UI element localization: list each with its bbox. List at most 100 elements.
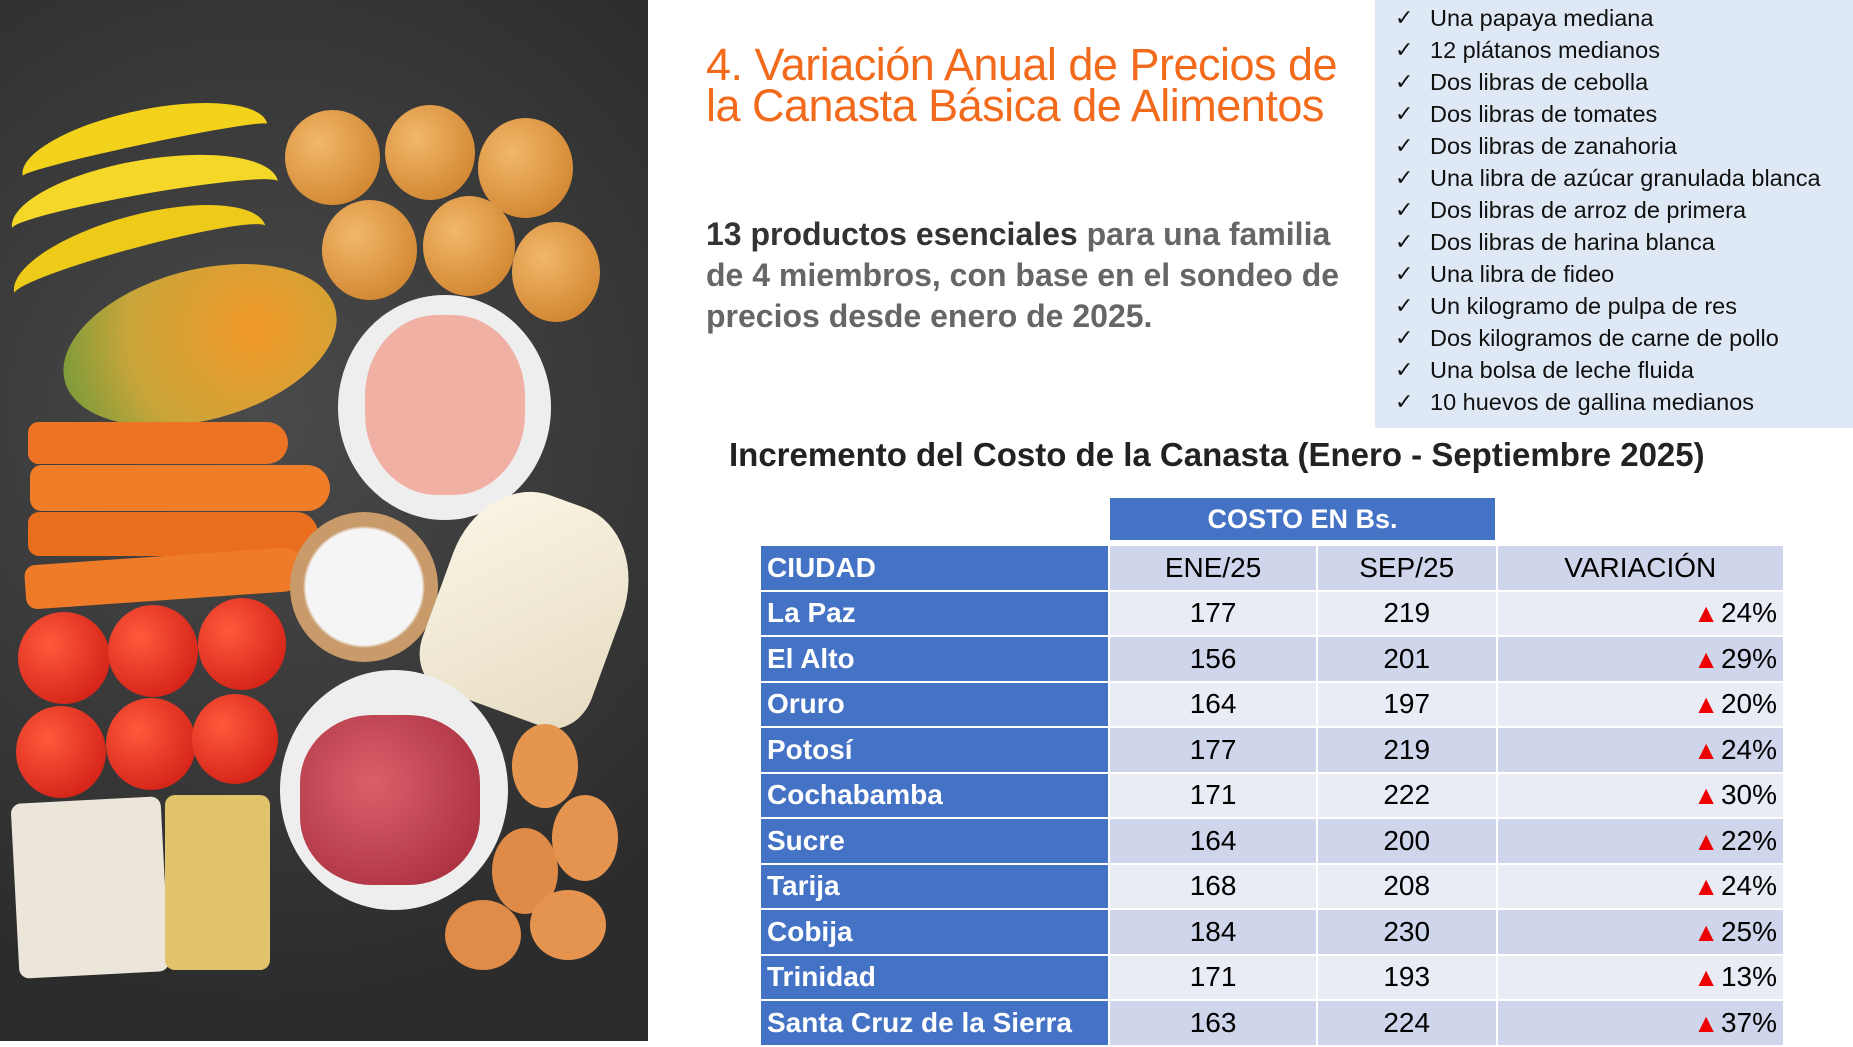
ene-cell: 168 [1108,862,1318,910]
check-icon: ✓ [1395,37,1414,62]
variation-cell: ▲24% [1495,726,1786,774]
variation-value: 24% [1720,597,1777,629]
product-label: Una libra de fideo [1430,260,1615,287]
col-header-ciudad: CIUDAD [758,544,1111,592]
ene-cell: 164 [1108,817,1318,865]
check-icon: ✓ [1395,5,1414,30]
onion-shape [385,105,475,200]
product-item: ✓ Dos libras de zanahoria [1375,130,1853,162]
tomato-shape [198,598,286,690]
price-table: CIUDAD ENE/25 SEP/25 VARIACIÓN La Paz 177… [758,544,1786,1047]
product-label: Dos libras de arroz de primera [1430,196,1747,223]
up-triangle-icon: ▲ [1693,916,1719,947]
col-header-variacion: VARIACIÓN [1495,544,1786,592]
sep-cell: 200 [1315,817,1498,865]
city-cell: Cochabamba [758,771,1111,819]
up-triangle-icon: ▲ [1693,962,1719,993]
variation-cell: ▲25% [1495,908,1786,956]
product-label: Dos libras de tomates [1430,100,1658,127]
product-item: ✓ Dos kilogramos de carne de pollo [1375,322,1853,354]
carrot-shape [28,422,288,464]
city-cell: Trinidad [758,953,1111,1001]
product-item: ✓ Dos libras de cebolla [1375,66,1853,98]
product-label: 10 huevos de gallina medianos [1430,388,1755,415]
sep-cell: 219 [1315,589,1498,637]
onion-shape [285,110,380,205]
city-cell: Santa Cruz de la Sierra [758,999,1111,1047]
product-label: Una bolsa de leche fluida [1430,356,1694,383]
variation-value: 22% [1720,824,1777,856]
up-triangle-icon: ▲ [1693,643,1719,674]
table-row: Santa Cruz de la Sierra 163 224 ▲37% [758,999,1786,1047]
city-cell: Oruro [758,680,1111,728]
variation-cell: ▲29% [1495,635,1786,683]
egg-shape [512,724,578,808]
product-label: Un kilogramo de pulpa de res [1430,292,1737,319]
up-triangle-icon: ▲ [1693,689,1719,720]
sep-cell: 197 [1315,680,1498,728]
table-row: Sucre 164 200 ▲22% [758,817,1786,865]
check-icon: ✓ [1395,101,1414,126]
table-row: Potosí 177 219 ▲24% [758,726,1786,774]
sep-cell: 222 [1315,771,1498,819]
table-row: La Paz 177 219 ▲24% [758,589,1786,637]
variation-cell: ▲22% [1495,817,1786,865]
ene-cell: 184 [1108,908,1318,956]
check-icon: ✓ [1395,197,1414,222]
product-item: ✓ 12 plátanos medianos [1375,34,1853,66]
product-label: Dos kilogramos de carne de pollo [1430,324,1779,351]
table-row: Trinidad 171 193 ▲13% [758,953,1786,1001]
table-header-row: CIUDAD ENE/25 SEP/25 VARIACIÓN [758,544,1786,592]
onion-shape [322,200,417,300]
table-heading: Incremento del Costo de la Canasta (Ener… [729,436,1705,473]
check-icon: ✓ [1395,165,1414,190]
variation-value: 24% [1720,733,1777,765]
carrot-shape [30,465,330,511]
city-cell: La Paz [758,589,1111,637]
city-cell: Cobija [758,908,1111,956]
check-icon: ✓ [1395,325,1414,350]
variation-value: 20% [1720,688,1777,720]
city-cell: Tarija [758,862,1111,910]
up-triangle-icon: ▲ [1693,871,1719,902]
ene-cell: 177 [1108,589,1318,637]
product-label: Dos libras de zanahoria [1430,132,1677,159]
meat-shape [300,715,480,885]
cost-group-header: COSTO EN Bs. [1110,498,1495,540]
product-item: ✓ Dos libras de harina blanca [1375,226,1853,258]
product-item: ✓ Dos libras de tomates [1375,98,1853,130]
variation-value: 37% [1720,1006,1777,1038]
ene-cell: 156 [1108,635,1318,683]
variation-value: 25% [1720,915,1777,947]
check-icon: ✓ [1395,357,1414,382]
onion-shape [423,196,515,296]
check-icon: ✓ [1395,293,1414,318]
rice-bag [10,796,170,979]
city-cell: El Alto [758,635,1111,683]
ene-cell: 177 [1108,726,1318,774]
table-row: Oruro 164 197 ▲20% [758,680,1786,728]
check-icon: ✓ [1395,261,1414,286]
page-title: 4. Variación Anual de Precios de la Cana… [706,39,1338,131]
product-label: Dos libras de harina blanca [1430,228,1715,255]
variation-value: 29% [1720,642,1777,674]
check-icon: ✓ [1395,389,1414,414]
sep-cell: 208 [1315,862,1498,910]
city-cell: Sucre [758,817,1111,865]
pasta-bag [165,795,270,970]
food-photo [0,0,648,1041]
col-header-ene: ENE/25 [1108,544,1318,592]
subtitle-rest: para una familia de 4 miembros, con base… [706,216,1340,334]
sep-cell: 201 [1315,635,1498,683]
sep-cell: 193 [1315,953,1498,1001]
up-triangle-icon: ▲ [1693,1007,1719,1038]
ene-cell: 171 [1108,953,1318,1001]
ene-cell: 171 [1108,771,1318,819]
product-item: ✓ Una libra de azúcar granulada blanca [1375,162,1853,194]
product-label: Dos libras de cebolla [1430,68,1649,95]
variation-value: 13% [1720,961,1777,993]
variation-cell: ▲24% [1495,862,1786,910]
check-icon: ✓ [1395,69,1414,94]
egg-shape [445,900,521,970]
up-triangle-icon: ▲ [1693,825,1719,856]
